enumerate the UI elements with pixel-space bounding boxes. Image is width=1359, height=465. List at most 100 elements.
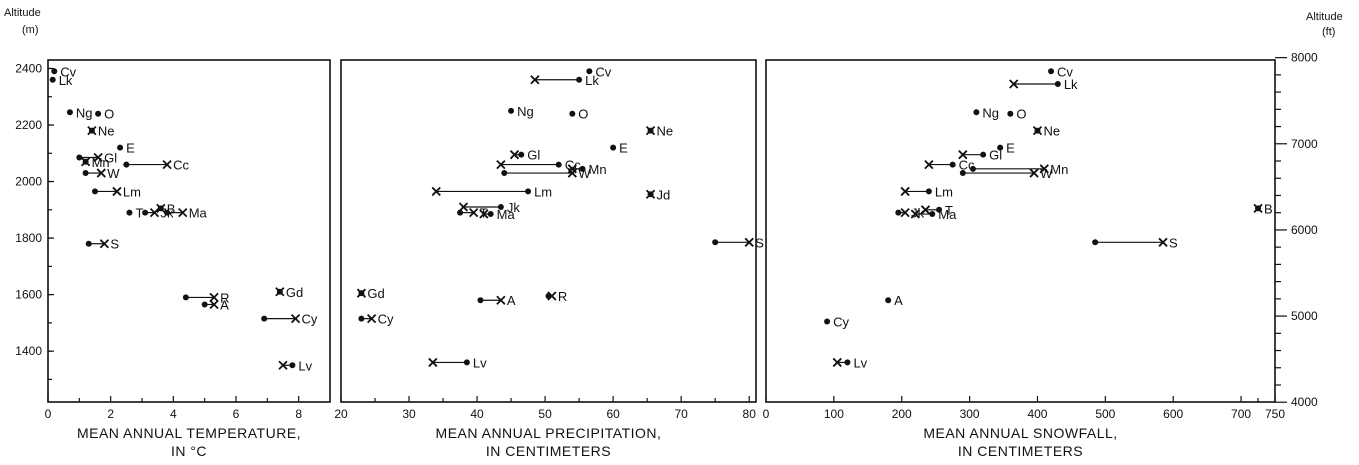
point-label-E: E [619, 141, 628, 156]
x-tick-label: 40 [470, 407, 484, 421]
x-marker-Gl [509, 150, 520, 160]
point-Lk [1054, 81, 1061, 88]
point-Cv [586, 68, 593, 75]
point-Cv [51, 68, 58, 75]
x-marker-Jk [149, 207, 160, 218]
x-tick-label: 200 [892, 407, 912, 421]
x-marker-Cc [496, 159, 506, 170]
point-E [610, 144, 617, 151]
x-marker-S [1158, 237, 1168, 247]
point-S [1092, 239, 1099, 246]
point-Lv [844, 359, 851, 366]
x-marker-Lv [428, 357, 438, 368]
point-label-Gd: Gd [367, 286, 384, 301]
point-label-Cy: Cy [378, 312, 394, 327]
point-Cc [555, 161, 562, 168]
point-Lm [92, 188, 98, 195]
x-marker-Lm [431, 186, 441, 197]
x-tick-label: 700 [1231, 407, 1251, 421]
point-Cc [949, 161, 956, 168]
point-label-Ng: Ng [517, 104, 534, 119]
point-label-B: B [1264, 201, 1273, 216]
x-marker-Lm [900, 186, 910, 197]
x-marker-S [744, 237, 754, 247]
x-marker-Lv [832, 357, 842, 368]
x-marker-A [209, 299, 219, 310]
point-W [82, 170, 89, 177]
point-label-Cv: Cv [595, 64, 611, 79]
point-Gl [518, 151, 525, 158]
x-tick-label: 80 [743, 407, 757, 421]
point-Ma [164, 209, 171, 216]
point-E [117, 144, 124, 151]
panel-precipitation: 20 30 40 50 60 70 80 MEAN ANNUAL PRECIPITATION,… [334, 59, 764, 459]
point-label-Ma: Ma [189, 206, 208, 221]
plot-frame [765, 59, 1276, 403]
left-axis-title: Altitude [4, 7, 41, 19]
y2-tick-label: 7000 [1291, 137, 1318, 151]
point-label-A: A [894, 293, 903, 308]
point-label-Gl: Gl [527, 148, 540, 163]
point-label-Ne: Ne [1043, 124, 1060, 139]
y2-tick-label: 4000 [1291, 395, 1318, 409]
right-axis-title: Altitude [1306, 11, 1343, 23]
x-marker-T [469, 207, 479, 218]
x-tick-label: 600 [1163, 407, 1183, 421]
point-Lk [576, 76, 583, 83]
y-tick-label: 1600 [15, 288, 42, 302]
point-Ng [973, 109, 980, 116]
x-tick-label: 50 [538, 407, 552, 421]
x-marker-Lk [1009, 79, 1019, 89]
point-label-O: O [1016, 107, 1026, 122]
plot-frame [340, 59, 757, 403]
point-Lm [525, 188, 532, 195]
point-Ma [487, 211, 494, 218]
left-axis-ticks: 1400 1600 1800 2000 2200 2400 [15, 61, 54, 380]
point-label-Jd: Jd [657, 187, 671, 202]
point-W [959, 170, 966, 177]
x-marker-Lm [112, 186, 122, 197]
point-label-Gd: Gd [286, 285, 303, 300]
x-marker-Mn [1039, 164, 1049, 174]
x-tick-label: 60 [606, 407, 620, 421]
x-marker-Lk [530, 75, 540, 85]
right-axis-ticks: 4000 5000 6000 7000 8000 [1275, 51, 1318, 409]
plot-frame [47, 59, 331, 403]
y-tick-label: 1400 [15, 344, 42, 358]
x-marker-S [99, 239, 110, 249]
x-tick-label: 0 [763, 407, 770, 421]
x-marker-Gl [93, 152, 103, 163]
y-tick-label: 2000 [15, 175, 42, 189]
x-marker-Gl [958, 150, 968, 160]
y2-tick-label: 6000 [1291, 223, 1318, 237]
x-tick-label: 500 [1095, 407, 1115, 421]
point-label-Gl: Gl [989, 148, 1002, 163]
x-marker-Cc [162, 159, 172, 170]
point-Jd [647, 191, 654, 198]
x-tick-label: 300 [960, 407, 980, 421]
point-T [457, 209, 464, 216]
point-label-Jk: Jk [507, 200, 521, 215]
x-marker-Jk [458, 202, 469, 212]
x-marker-Lv [278, 360, 288, 370]
point-Jk [895, 209, 902, 216]
point-A [477, 297, 484, 304]
point-label-Cy: Cy [302, 312, 318, 327]
point-Mn [579, 165, 586, 172]
point-label-Ng: Ng [76, 105, 93, 120]
point-label-Cv: Cv [1057, 64, 1073, 79]
point-Mn [969, 165, 976, 172]
point-label-Ma: Ma [938, 207, 957, 222]
point-label-W: W [1040, 166, 1053, 181]
point-label-Gl: Gl [104, 151, 117, 166]
point-label-Cy: Cy [833, 314, 849, 329]
point-Lk [49, 76, 56, 83]
point-W [501, 170, 508, 177]
x-marker-R [209, 292, 219, 303]
point-label-T: T [135, 206, 143, 221]
point-label-O: O [578, 107, 588, 122]
x-marker-T [920, 205, 931, 215]
point-label-Ne: Ne [98, 124, 115, 139]
point-Ng [508, 107, 515, 114]
